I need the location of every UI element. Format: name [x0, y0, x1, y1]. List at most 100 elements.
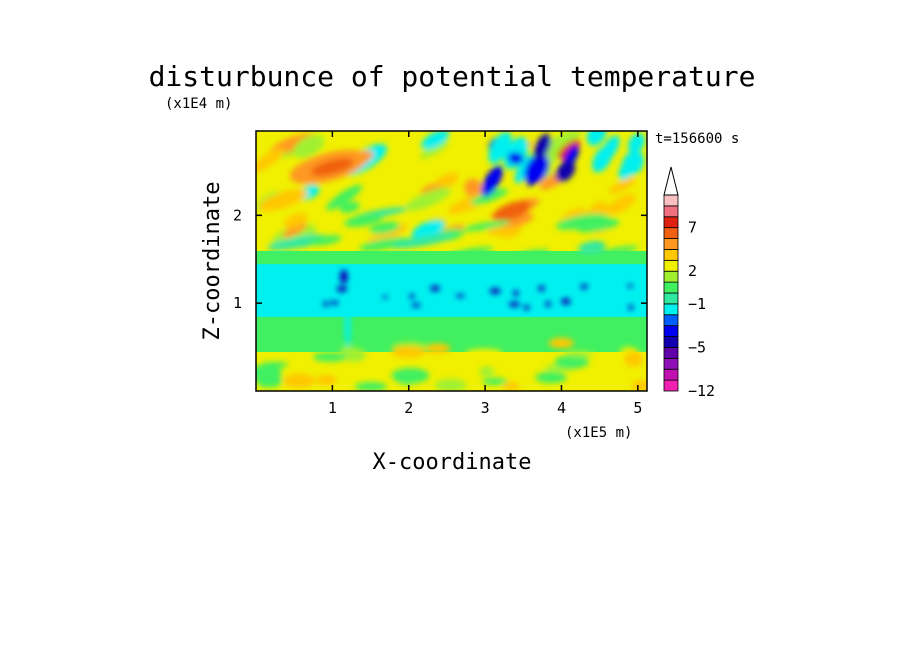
- field-band: [256, 263, 647, 317]
- contour-blob: [555, 160, 576, 182]
- contour-blob: [502, 381, 520, 391]
- contour-blob: [421, 131, 450, 150]
- contour-blob: [409, 293, 415, 300]
- contour-blob: [556, 213, 609, 230]
- colorbar-label: 7: [688, 219, 697, 237]
- field-band: [256, 316, 647, 339]
- contour-blob: [434, 378, 467, 391]
- colorbar: 7 2 −1 −5 −12: [663, 166, 715, 400]
- y-axis: 12: [233, 206, 647, 312]
- contour-blob: [308, 235, 342, 246]
- contour-blob: [545, 300, 551, 308]
- field-band: [256, 338, 647, 352]
- contour-blob: [618, 158, 635, 181]
- contour-blob: [256, 364, 282, 381]
- y-scale-note: (x1E4 m): [165, 96, 232, 112]
- contour-blob: [336, 285, 348, 293]
- contour-blob: [627, 284, 634, 288]
- contour-blob: [411, 303, 421, 308]
- contour-blob: [577, 240, 606, 255]
- contour-blob: [595, 245, 639, 256]
- contour-blob: [524, 153, 550, 185]
- colorbar-swatch: [663, 379, 679, 392]
- contour-blob: [354, 382, 388, 391]
- contour-blob: [576, 218, 620, 233]
- colorbar-swatch: [663, 216, 679, 229]
- contour-blob: [586, 131, 607, 146]
- colorbar-swatch: [663, 325, 679, 337]
- contour-blob: [344, 303, 351, 348]
- contour-blob: [624, 351, 643, 368]
- contour-blob: [538, 285, 545, 292]
- time-label: t=156600 s: [655, 131, 739, 147]
- contour-blob: [513, 290, 519, 297]
- contour-blob: [411, 219, 446, 240]
- contour-blob: [561, 298, 571, 305]
- contour-blob: [282, 373, 316, 389]
- contour-blob: [580, 284, 588, 290]
- y-axis-label: Z-coordinate: [200, 182, 225, 341]
- x-axis-label: X-coordinate: [373, 450, 532, 475]
- contour-blob: [369, 221, 401, 234]
- contour-blob: [256, 148, 285, 174]
- colorbar-swatch: [663, 357, 679, 370]
- contour-blob: [405, 187, 451, 211]
- x-tick-label: 5: [633, 399, 642, 417]
- contour-blob: [628, 304, 634, 311]
- colorbar-swatch: [663, 227, 679, 239]
- contour-blob: [424, 343, 451, 354]
- contour-blob: [628, 133, 645, 154]
- contour-blob: [533, 133, 552, 160]
- colorbar-swatch: [663, 259, 679, 272]
- contour-blob: [312, 352, 348, 362]
- y-tick-label: 2: [233, 206, 242, 224]
- colorbar-swatch: [663, 347, 679, 359]
- y-tick-label: 1: [233, 294, 242, 312]
- contour-blob: [481, 165, 503, 197]
- contour-blob: [420, 139, 449, 159]
- x-tick-label: 1: [328, 399, 337, 417]
- contour-blob: [606, 193, 636, 216]
- contour-blob: [339, 269, 348, 284]
- contour-blob: [391, 346, 426, 358]
- contour-blob: [607, 366, 638, 380]
- contour-blob: [311, 158, 354, 176]
- contour-blob: [508, 301, 521, 307]
- contour-blob: [445, 247, 494, 259]
- contour-blob: [326, 184, 363, 211]
- colorbar-swatch: [663, 238, 679, 250]
- contour-blob: [316, 374, 337, 386]
- contour-blob: [554, 355, 590, 369]
- contour-blob: [488, 131, 512, 164]
- contour-blob: [592, 145, 613, 173]
- contour-blob: [390, 233, 454, 249]
- colorbar-label: −1: [688, 295, 706, 313]
- contour-blob: [295, 361, 310, 372]
- contour-blob: [523, 304, 530, 311]
- colorbar-label: 2: [688, 262, 697, 280]
- contour-plot-area: [256, 131, 647, 391]
- colorbar-swatch: [663, 314, 679, 327]
- colorbar-swatch: [663, 281, 679, 294]
- x-axis: 1 2 3 4 5: [328, 131, 642, 417]
- colorbar-label: −5: [688, 338, 706, 356]
- contour-blob: [282, 223, 307, 238]
- contour-blob: [507, 152, 524, 165]
- contour-blob: [258, 188, 308, 212]
- x-tick-label: 4: [557, 399, 566, 417]
- contour-blob: [565, 350, 594, 358]
- contour-blob: [455, 294, 465, 298]
- contour-blob: [465, 348, 503, 357]
- contour-blob: [489, 288, 501, 294]
- contour-blob: [339, 201, 361, 213]
- contour-blob: [479, 366, 495, 377]
- contour-blob: [548, 337, 574, 349]
- contour-blob: [283, 212, 308, 229]
- x-tick-label: 2: [404, 399, 413, 417]
- colorbar-swatch: [663, 270, 679, 283]
- contour-blob: [464, 178, 483, 198]
- x-scale-note: (x1E5 m): [565, 425, 632, 441]
- contour-blob: [481, 377, 508, 385]
- contour-blob: [359, 237, 410, 252]
- colorbar-swatch: [663, 303, 679, 316]
